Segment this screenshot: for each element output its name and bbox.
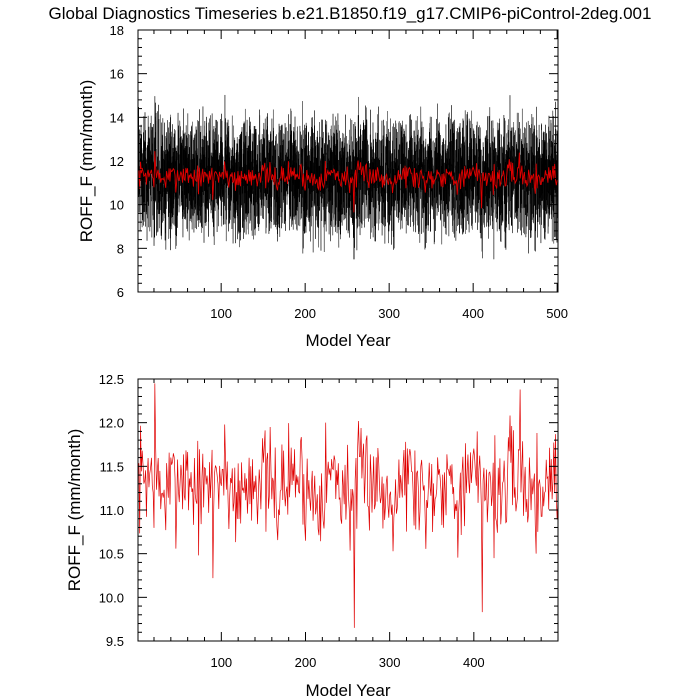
top-y-tick-label: 12 bbox=[110, 154, 124, 169]
top-y-tick-label: 18 bbox=[110, 23, 124, 38]
top-y-tick-label: 16 bbox=[110, 67, 124, 82]
top-y-tick-label: 10 bbox=[110, 198, 124, 213]
top-x-tick-label: 500 bbox=[546, 306, 568, 321]
top-x-tick-label: 300 bbox=[378, 306, 400, 321]
bottom-y-tick-label: 9.5 bbox=[106, 634, 124, 649]
top-y-tick-label: 6 bbox=[117, 285, 124, 300]
top-x-tick-label: 200 bbox=[294, 306, 316, 321]
bottom-y-tick-label: 11.5 bbox=[100, 459, 124, 474]
bottom-x-tick-label: 100 bbox=[210, 655, 232, 670]
top-y-axis-label: ROFF_F (mm/month) bbox=[77, 80, 96, 242]
bottom-x-tick-label: 200 bbox=[295, 655, 317, 670]
bottom-panel: 100 200 300 4009.510.010.511.011.512.012.5 … bbox=[65, 372, 559, 700]
bottom-y-tick-label: 10.5 bbox=[99, 547, 124, 562]
top-x-axis-label: Model Year bbox=[305, 331, 390, 350]
bottom-y-tick-label: 10.0 bbox=[99, 590, 124, 605]
bottom-x-tick-label: 300 bbox=[379, 655, 401, 670]
top-annual-series-line bbox=[137, 151, 558, 213]
bottom-y-tick-label: 12.5 bbox=[99, 372, 124, 387]
top-panel: 100 200 300 400 500 6 8 10 12 14 16 18 Model Year R… bbox=[77, 23, 568, 350]
bottom-x-axis-label: Model Year bbox=[305, 681, 390, 700]
bottom-y-axis-label: ROFF_F (mm/month) bbox=[65, 429, 84, 591]
bottom-y-tick-label: 12.0 bbox=[99, 416, 124, 431]
top-y-tick-label: 14 bbox=[110, 110, 124, 125]
bottom-y-tick-label: 11.0 bbox=[100, 503, 124, 518]
bottom-x-tick-label: 400 bbox=[463, 655, 485, 670]
top-x-tick-label: 400 bbox=[462, 306, 484, 321]
top-x-tick-label: 100 bbox=[210, 306, 232, 321]
bottom-annual-series-line bbox=[137, 383, 559, 628]
chart-title: Global Diagnostics Timeseries b.e21.B185… bbox=[49, 4, 652, 23]
top-y-tick-label: 8 bbox=[117, 241, 124, 256]
